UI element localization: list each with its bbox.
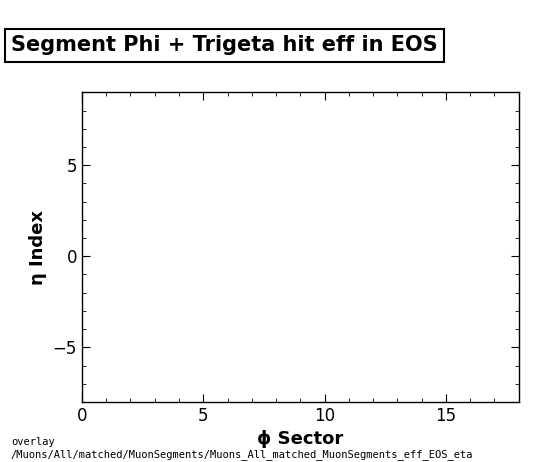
Text: overlay
/Muons/All/matched/MuonSegments/Muons_All_matched_MuonSegments_eff_EOS_e: overlay /Muons/All/matched/MuonSegments/…	[11, 437, 473, 460]
Y-axis label: η Index: η Index	[29, 210, 47, 285]
Text: Segment Phi + Trigeta hit eff in EOS: Segment Phi + Trigeta hit eff in EOS	[11, 36, 437, 55]
X-axis label: ϕ Sector: ϕ Sector	[257, 431, 343, 448]
